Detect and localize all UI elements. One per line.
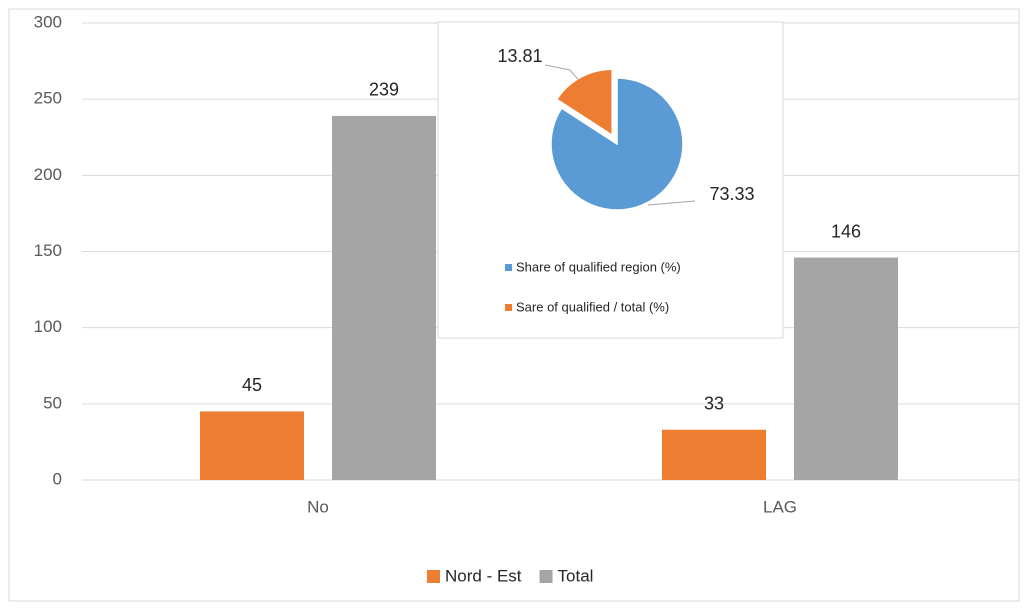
- data-label: 146: [831, 221, 861, 241]
- y-tick-label: 0: [53, 469, 62, 488]
- y-tick-label: 300: [34, 12, 62, 31]
- data-label: 45: [242, 375, 262, 395]
- data-label: 239: [369, 80, 399, 100]
- y-tick-label: 100: [34, 317, 62, 336]
- y-tick-label: 200: [34, 165, 62, 184]
- leader-line: [544, 64, 580, 81]
- bar: [200, 411, 304, 480]
- pie-slice: [550, 77, 684, 211]
- legend-swatch: [505, 304, 512, 311]
- bar: [662, 429, 766, 480]
- y-tick-label: 150: [34, 241, 62, 260]
- legend-swatch: [505, 264, 512, 271]
- leader-line: [647, 200, 696, 206]
- data-label: 73.33: [709, 184, 754, 204]
- bar: [332, 115, 436, 480]
- legend-swatch: [427, 570, 440, 583]
- legend-label: Nord - Est: [445, 566, 522, 585]
- data-label: 13.81: [497, 46, 542, 66]
- data-label: 33: [704, 393, 724, 413]
- y-tick-label: 50: [43, 393, 62, 412]
- legend-label: Sare of qualified / total (%): [516, 299, 669, 314]
- legend-label: Share of qualified region (%): [516, 259, 681, 274]
- y-tick-label: 250: [34, 89, 62, 108]
- bar: [794, 257, 898, 480]
- x-tick-label: LAG: [763, 497, 797, 516]
- legend-swatch: [539, 570, 553, 583]
- legend-label: Total: [558, 566, 594, 585]
- pie-slice: [555, 68, 613, 137]
- x-tick-label: No: [307, 497, 329, 516]
